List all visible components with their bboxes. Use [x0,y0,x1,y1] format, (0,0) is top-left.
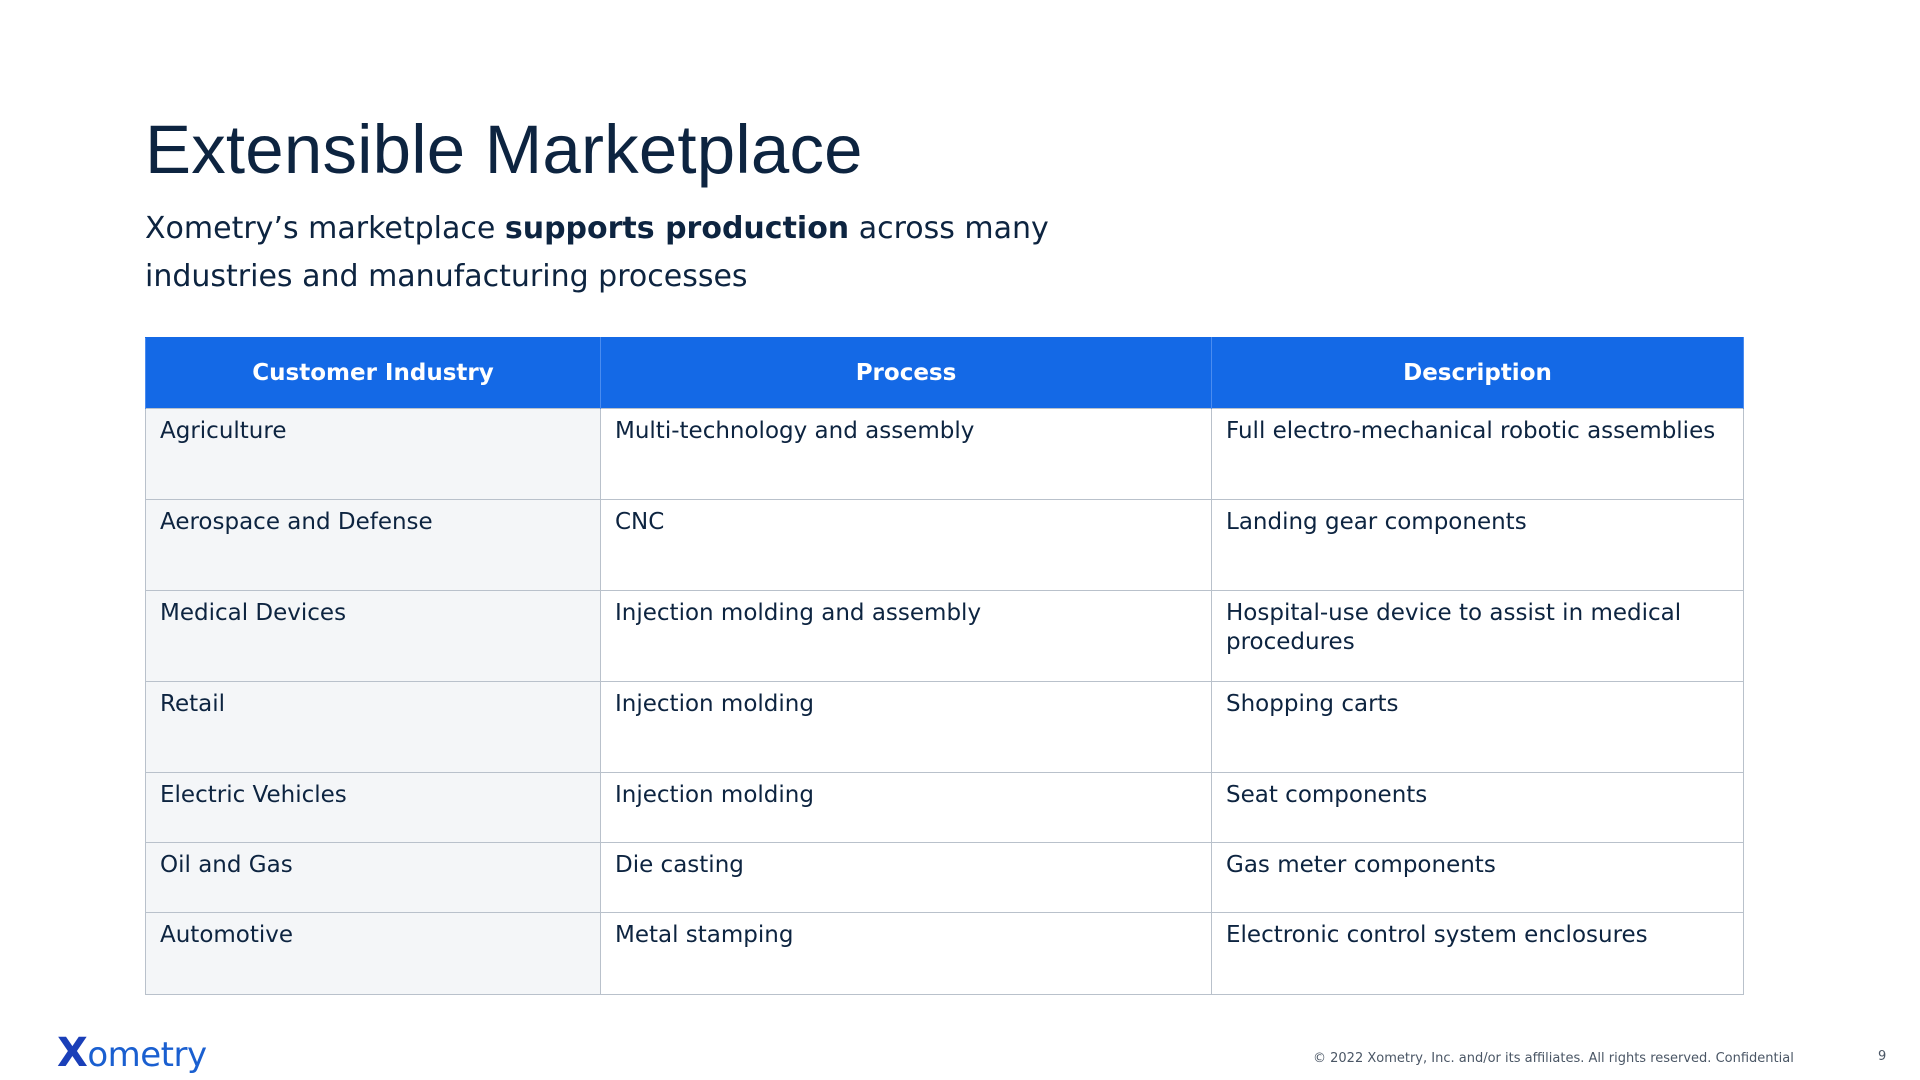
table-row: Oil and Gas Die casting Gas meter compon… [145,842,1744,913]
cell-process: CNC [600,499,1212,591]
cell-description: Full electro-mechanical robotic assembli… [1211,408,1744,500]
table-header-row: Customer Industry Process Description [145,337,1744,409]
subtitle-text: Xometry’s marketplace [145,211,505,246]
slide-subtitle: Xometry’s marketplace supports productio… [145,205,1105,301]
cell-industry: Aerospace and Defense [145,499,601,591]
cell-industry: Automotive [145,912,601,995]
table-row: Medical Devices Injection molding and as… [145,590,1744,682]
cell-process: Metal stamping [600,912,1212,995]
subtitle-emphasis: supports production [504,211,850,246]
table-row: Electric Vehicles Injection molding Seat… [145,772,1744,843]
industry-process-table: Customer Industry Process Description Ag… [145,337,1744,995]
cell-industry: Oil and Gas [145,842,601,913]
copyright-notice: © 2022 Xometry, Inc. and/or its affiliat… [1313,1051,1794,1066]
cell-process: Injection molding [600,772,1212,843]
cell-description: Electronic control system enclosures [1211,912,1744,995]
cell-process: Multi-technology and assembly [600,408,1212,500]
cell-description: Seat components [1211,772,1744,843]
cell-industry: Electric Vehicles [145,772,601,843]
table-row: Retail Injection molding Shopping carts [145,681,1744,773]
cell-description: Hospital-use device to assist in medical… [1211,590,1744,682]
xometry-logo: Xometry [57,1033,207,1075]
logo-wordmark: ometry [87,1035,207,1075]
cell-industry: Agriculture [145,408,601,500]
subtitle-text-end: across many industries and manufacturing… [145,211,1049,294]
cell-process: Injection molding and assembly [600,590,1212,682]
page-number: 9 [1878,1049,1887,1064]
header-process: Process [600,337,1212,409]
slide-title: Extensible Marketplace [145,111,863,188]
cell-process: Injection molding [600,681,1212,773]
table-row: Automotive Metal stamping Electronic con… [145,912,1744,995]
cell-description: Landing gear components [1211,499,1744,591]
header-description: Description [1211,337,1744,409]
cell-description: Gas meter components [1211,842,1744,913]
logo-x-mark: X [57,1030,88,1076]
table-row: Aerospace and Defense CNC Landing gear c… [145,499,1744,591]
header-customer-industry: Customer Industry [145,337,601,409]
cell-industry: Retail [145,681,601,773]
cell-process: Die casting [600,842,1212,913]
cell-description: Shopping carts [1211,681,1744,773]
cell-industry: Medical Devices [145,590,601,682]
table-row: Agriculture Multi-technology and assembl… [145,408,1744,500]
